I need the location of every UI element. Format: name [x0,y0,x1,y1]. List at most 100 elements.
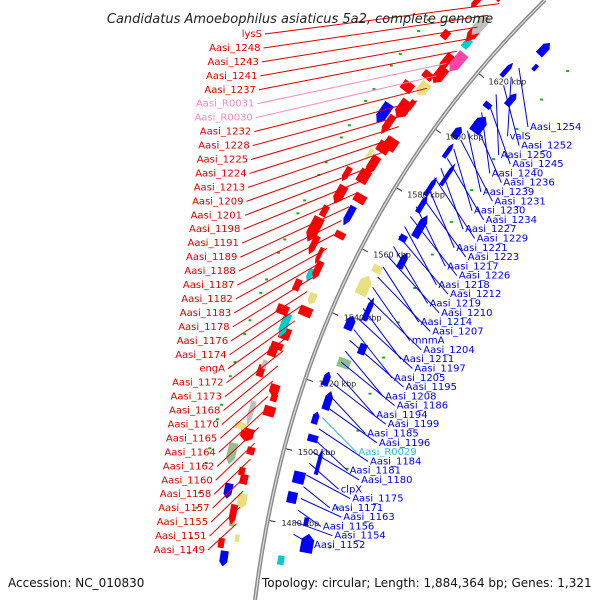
left-leader-line [261,26,478,63]
right-leader-line [303,486,331,509]
gene-block [321,371,331,387]
left-leader-line [241,192,357,244]
left-leader-line [252,100,418,147]
gene-block [499,62,514,78]
right-gene-label: Aasi_1205 [394,373,445,384]
left-leader-line [257,62,447,105]
accession: Accession: NC_010830 [8,576,144,590]
left-gene-label: Aasi_1157 [158,503,209,514]
right-leader-line [427,187,455,248]
right-gene-label: Aasi_1250 [501,150,552,161]
left-gene-label: Aasi_1201 [191,210,242,221]
right-gene-label: Aasi_1152 [314,540,365,551]
gene-dash [339,136,343,139]
left-leader-line [250,113,409,160]
gene-dash [259,291,263,294]
left-gene-label: Aasi_1149 [154,545,205,556]
page-title: Candidatus Amoebophilus asiaticus 5a2, c… [107,12,493,27]
right-leader-line [318,428,369,462]
gene-dash [265,278,269,281]
left-leader-line [232,276,314,328]
right-leader-line [518,67,529,128]
right-labels: Aasi_1254valSAasi_1252Aasi_1250Aasi_1245… [293,67,581,551]
left-leader-line [224,350,284,397]
right-gene-label: Aasi_1214 [421,317,472,328]
left-gene-label: Aasi_1176 [177,336,228,347]
gene-block [366,154,382,174]
gene-dash [413,287,417,290]
gene-block [416,79,432,96]
right-leader-line [362,308,402,360]
right-leader-line [404,226,437,286]
left-gene-label: Aasi_1224 [195,169,246,180]
left-gene-label: Aasi_1198 [189,224,240,235]
gene-dash [248,319,252,322]
gene-dash [430,253,434,256]
gene-block [269,392,279,403]
right-gene-label: Aasi_1218 [438,280,489,291]
left-leader-line [207,523,237,551]
gene-block [270,340,284,352]
right-leader-line [421,196,467,258]
right-gene-label: Aasi_1230 [474,206,525,217]
left-gene-label: Aasi_1155 [157,517,208,528]
left-gene-label: Aasi_1225 [197,155,248,166]
gene-block [306,214,325,242]
left-leader-line [218,411,264,453]
gene-dash [187,552,191,555]
genome-backbone-highlight [254,0,546,600]
right-leader-line [377,276,431,332]
gene-dash [189,536,193,539]
right-leader-line [387,256,440,314]
right-gene-label: Aasi_1231 [494,196,545,207]
gene-block [303,517,310,527]
left-leader-line [212,474,248,509]
right-leader-line [295,521,333,537]
right-gene-label: Aasi_1175 [352,494,403,505]
left-gene-label: Aasi_1191 [187,238,238,249]
gene-block [313,448,323,476]
right-leader-line [446,158,484,221]
right-gene-label: Aasi_1229 [477,234,528,245]
left-gene-label: Aasi_1188 [184,266,235,277]
left-leader-line [227,320,296,370]
left-gene-label: Aasi_1165 [166,433,217,444]
gene-dash [389,64,393,67]
right-leader-line [329,394,366,434]
gene-block [238,473,249,486]
gene-dash [243,333,247,336]
left-gene-label: Aasi_1168 [169,406,220,417]
left-leader-line [230,291,308,342]
gene-block [490,0,506,3]
gene-block [432,64,450,84]
gene-dash [336,506,340,509]
right-leader-line [434,177,476,239]
right-gene-label: valS [510,131,531,142]
left-leader-line [238,220,342,272]
gene-dash [368,392,372,395]
gene-block [312,259,325,280]
left-leader-line [254,87,427,133]
tick-label: 1580 kbp [407,190,445,199]
left-gene-label: Aasi_1213 [194,182,245,193]
gene-block [398,233,408,244]
left-leader-line [229,305,302,356]
tick-mark [362,248,369,253]
left-gene-label: Aasi_1237 [204,85,255,96]
left-labels: lysS Aasi_1248 Aasi_1243 Aasi_1241 Aasi_1237… [154,3,500,556]
right-leader-line [398,235,449,295]
right-leader-line [440,167,464,230]
feature-track [187,0,570,567]
gene-block [423,177,437,197]
gene-block [262,404,277,418]
left-gene-label: Aasi_1228 [198,141,249,152]
right-gene-label: Aasi_1217 [447,261,498,272]
tick-label: 1500 kbp [298,448,336,457]
right-gene-label: Aasi_1154 [334,531,385,542]
right-gene-label: Aasi_1211 [403,354,454,365]
left-leader-line [247,139,391,188]
left-leader-line [255,75,437,119]
left-leader-line [233,262,321,314]
right-gene-label: Aasi_1223 [468,252,519,263]
left-leader-line [216,427,260,467]
